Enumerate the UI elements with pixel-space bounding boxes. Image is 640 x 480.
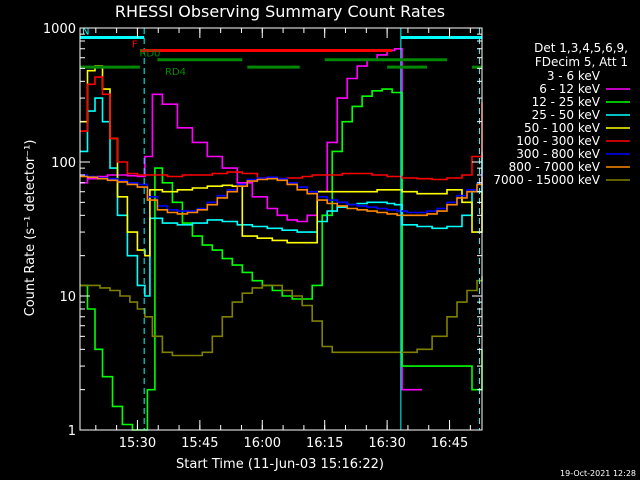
legend-header-1: Det 1,3,4,5,6,9, bbox=[534, 41, 628, 55]
x-tick-label: 16:15 bbox=[306, 436, 343, 451]
legend-entry-7: 800 - 7000 keV bbox=[509, 160, 601, 174]
chart-title: RHESSI Observing Summary Count Rates bbox=[115, 2, 445, 21]
state-bar-label-rd4: RD4 bbox=[165, 67, 186, 78]
x-tick-label: 15:45 bbox=[181, 436, 218, 451]
series-line-2 bbox=[80, 88, 483, 431]
x-tick-label: 16:00 bbox=[244, 436, 281, 451]
series-line-4 bbox=[80, 65, 483, 257]
series-line-8 bbox=[80, 276, 483, 357]
y-tick-label: 1000 bbox=[43, 22, 76, 37]
legend-entry-5: 100 - 300 keV bbox=[516, 134, 600, 148]
legend-entry-4: 50 - 100 keV bbox=[524, 121, 601, 135]
legend: Det 1,3,4,5,6,9, FDecim 5, Att 1 3 - 6 k… bbox=[493, 41, 630, 187]
legend-entry-3: 25 - 50 keV bbox=[532, 108, 601, 122]
y-axis-label: Count Rate (s⁻¹ detector⁻¹) bbox=[23, 140, 38, 317]
legend-entry-8: 7000 - 15000 keV bbox=[493, 173, 600, 187]
x-tick-label: 15:30 bbox=[119, 436, 156, 451]
series-line-0 bbox=[149, 175, 483, 378]
legend-header-2: FDecim 5, Att 1 bbox=[535, 55, 628, 69]
x-axis-label: Start Time (11-Jun-03 15:16:22) bbox=[176, 457, 384, 472]
timestamp-stamp: 19-Oct-2021 12:28 bbox=[560, 469, 636, 478]
legend-entry-0: 3 - 6 keV bbox=[547, 69, 601, 83]
series-line-3 bbox=[80, 97, 483, 297]
y-tick-label: 10 bbox=[59, 290, 76, 305]
y-tick-label: 1 bbox=[68, 424, 76, 439]
series-line-5 bbox=[80, 76, 483, 181]
axes-group: 1 10 100 1000 15:30 15:45 16:00 16:15 16:30 16:45 bbox=[43, 22, 483, 451]
series-group bbox=[80, 48, 483, 431]
series-line-1 bbox=[80, 48, 423, 391]
state-bar-label-rd0: RD0 bbox=[139, 49, 160, 60]
series-line-7 bbox=[80, 175, 483, 217]
legend-entry-2: 12 - 25 keV bbox=[532, 95, 601, 109]
state-bar-label-f: F bbox=[132, 39, 138, 50]
x-tick-label: 16:45 bbox=[431, 436, 468, 451]
plot-frame bbox=[79, 27, 483, 431]
y-tick-label: 100 bbox=[51, 156, 76, 171]
state-bar-label-n: N bbox=[82, 26, 89, 37]
x-tick-label: 16:30 bbox=[368, 436, 405, 451]
legend-entry-1: 6 - 12 keV bbox=[539, 82, 601, 96]
legend-entry-6: 300 - 800 keV bbox=[516, 147, 600, 161]
